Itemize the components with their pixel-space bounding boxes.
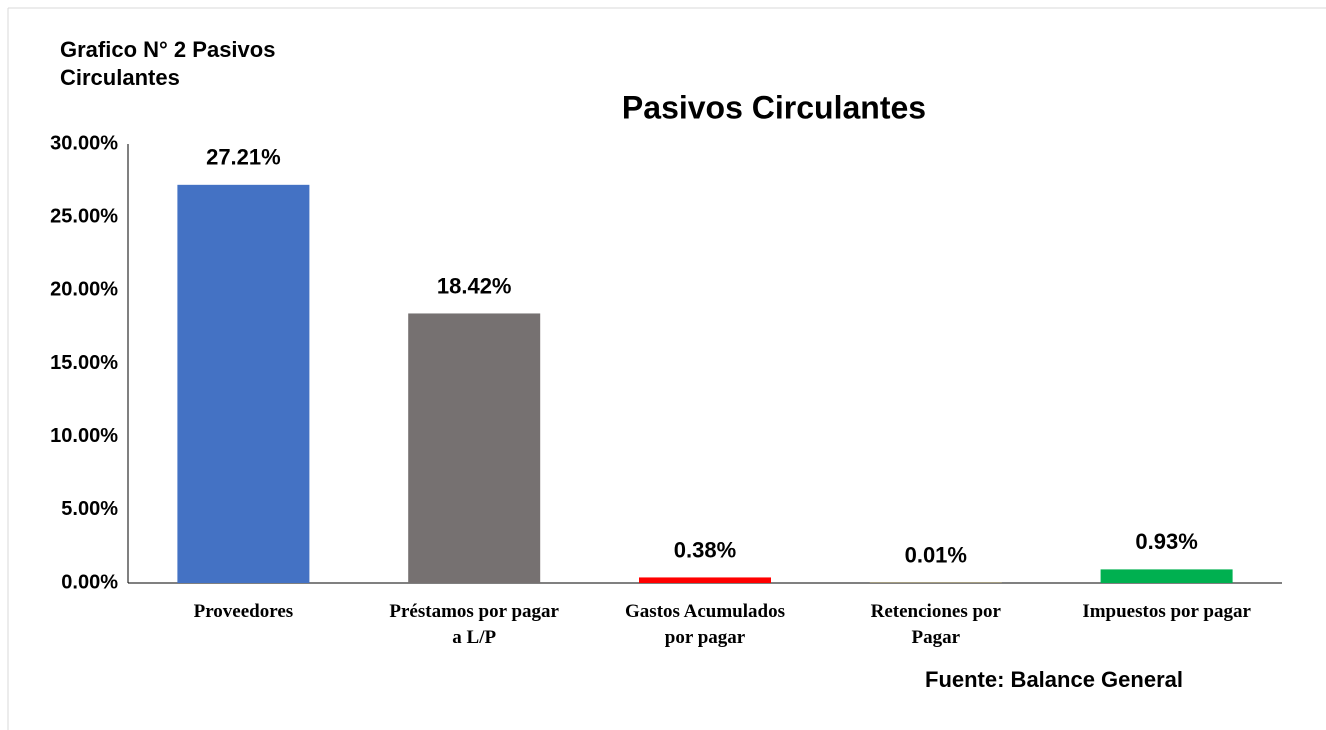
source-note: Fuente: Balance General — [925, 667, 1183, 692]
x-tick-label: Gastos Acumulados por pagar — [625, 601, 785, 648]
x-tick-label: Impuestos por pagar — [1082, 601, 1251, 622]
data-label: 18.42% — [437, 273, 512, 298]
y-tick-label: 5.00% — [61, 498, 118, 520]
y-tick-label: 25.00% — [50, 205, 118, 227]
bar — [177, 184, 310, 583]
y-tick-label: 0.00% — [61, 571, 118, 593]
y-tick-label: 30.00% — [50, 132, 118, 154]
y-tick-label: 10.00% — [50, 425, 118, 447]
bar — [1100, 569, 1233, 583]
data-label: 0.93% — [1135, 529, 1197, 554]
y-tick-label: 15.00% — [50, 352, 118, 374]
x-tick-label: Proveedores — [193, 601, 294, 622]
chart-header: Grafico N° 2 Pasivos Circulantes — [60, 37, 276, 90]
x-tick-label: Préstamos por pagar a L/P — [389, 601, 559, 648]
y-tick-label: 20.00% — [50, 279, 118, 301]
bar — [408, 313, 541, 583]
data-label: 27.21% — [206, 145, 281, 170]
chart-title: Pasivos Circulantes — [622, 89, 926, 125]
bar — [639, 577, 771, 583]
data-label: 0.01% — [905, 543, 967, 568]
x-tick-label: Retenciones por Pagar — [870, 601, 1001, 648]
data-label: 0.38% — [674, 537, 736, 562]
